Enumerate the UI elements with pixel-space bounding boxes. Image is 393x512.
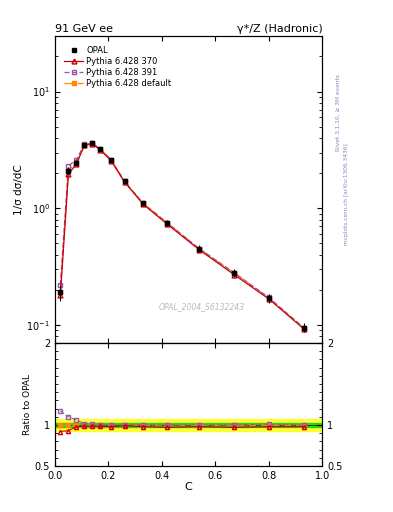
Y-axis label: Ratio to OPAL: Ratio to OPAL <box>23 374 32 435</box>
X-axis label: C: C <box>185 482 193 492</box>
Text: OPAL_2004_S6132243: OPAL_2004_S6132243 <box>159 302 245 311</box>
Text: Rivet 3.1.10, ≥ 3M events: Rivet 3.1.10, ≥ 3M events <box>336 74 341 151</box>
Legend: OPAL, Pythia 6.428 370, Pythia 6.428 391, Pythia 6.428 default: OPAL, Pythia 6.428 370, Pythia 6.428 391… <box>62 43 174 90</box>
Text: mcplots.cern.ch [arXiv:1306.3436]: mcplots.cern.ch [arXiv:1306.3436] <box>344 144 349 245</box>
Text: 91 GeV ee: 91 GeV ee <box>55 24 113 34</box>
Bar <box>55 419 322 431</box>
Y-axis label: 1/σ dσ/dC: 1/σ dσ/dC <box>13 164 24 215</box>
Text: γ*/Z (Hadronic): γ*/Z (Hadronic) <box>237 24 322 34</box>
Bar <box>55 422 322 428</box>
